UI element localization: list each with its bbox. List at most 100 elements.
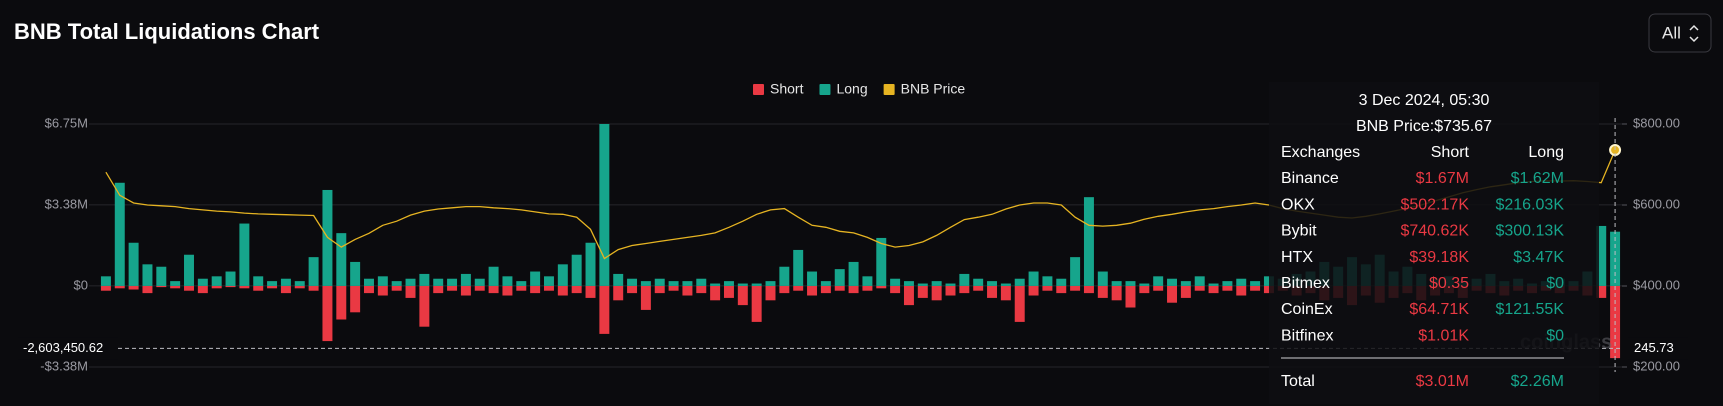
bar [225, 271, 236, 286]
bar [447, 285, 458, 291]
bar [1167, 278, 1178, 286]
bar [211, 276, 222, 286]
bar [128, 285, 139, 290]
bar [253, 285, 264, 291]
bar [737, 283, 748, 286]
bar [793, 285, 804, 291]
bar [1111, 285, 1122, 301]
tooltip-value: $0 [1546, 275, 1564, 292]
range-button-box[interactable] [1648, 13, 1712, 53]
bar [170, 285, 181, 289]
bar [571, 285, 582, 294]
y2-tick-label: $800.00 [1633, 115, 1680, 130]
bar [405, 285, 416, 298]
bar [239, 285, 250, 289]
bar [543, 285, 554, 291]
bar [1070, 257, 1081, 286]
bar [280, 278, 291, 286]
bar [793, 249, 804, 286]
bar [1263, 276, 1274, 286]
bar [530, 285, 541, 294]
bar [1596, 285, 1607, 298]
bar [834, 269, 845, 286]
tooltip-value: $300.13K [1495, 223, 1564, 240]
bar [308, 257, 319, 286]
bar [848, 285, 859, 294]
bar [890, 278, 901, 286]
tooltip-total: $3.01M [1416, 373, 1469, 390]
bar [987, 281, 998, 286]
bar [987, 285, 998, 298]
bar [488, 285, 499, 294]
bar [142, 264, 153, 286]
bar [1250, 281, 1261, 286]
bar [640, 281, 651, 286]
bar [1208, 285, 1219, 294]
bar [1139, 283, 1150, 286]
tooltip-value: $740.62K [1400, 223, 1469, 240]
bar [1000, 285, 1011, 301]
bar [903, 285, 914, 306]
crosshair-y2-label: 245.73 [1634, 340, 1674, 355]
bar [779, 285, 790, 294]
bar [419, 285, 430, 327]
bar [1014, 278, 1025, 286]
bar [336, 285, 347, 320]
tooltip: 3 Dec 2024, 05:30 BNB Price:$735.67 Exchan… [1269, 82, 1599, 404]
bar [197, 285, 208, 294]
tooltip-price: BNB Price:$735.67 [1356, 118, 1492, 135]
bar [710, 285, 721, 301]
tooltip-value: $64.71K [1409, 301, 1469, 318]
bar [945, 283, 956, 286]
bar [876, 237, 887, 286]
bar [433, 278, 444, 286]
bar [142, 285, 153, 294]
bar [460, 285, 471, 296]
bar [184, 254, 194, 286]
legend-label: Long [836, 81, 867, 97]
bar [696, 278, 707, 286]
bar [627, 285, 638, 294]
range-button-label[interactable]: All [1662, 23, 1681, 42]
bar [779, 266, 790, 286]
bar [807, 271, 818, 286]
bar [751, 283, 762, 286]
bar [668, 285, 679, 291]
bar [862, 285, 873, 291]
bar [682, 285, 693, 296]
bar [294, 281, 305, 286]
bar [364, 285, 374, 294]
tooltip-header: Long [1528, 144, 1564, 161]
bar [807, 285, 818, 296]
bar [640, 285, 651, 310]
bar [723, 285, 734, 298]
bar [1028, 285, 1039, 296]
bar [114, 182, 125, 286]
bar [1236, 285, 1247, 296]
bar [391, 285, 402, 291]
range-button[interactable]: All [1648, 13, 1712, 53]
bar [253, 276, 264, 286]
bar [267, 281, 278, 286]
tooltip-exchange: Bitmex [1281, 275, 1330, 292]
bar [654, 285, 665, 294]
bar [474, 278, 485, 286]
tooltip-exchange: Bitfinex [1281, 327, 1333, 344]
bar [156, 266, 167, 286]
bar [322, 285, 333, 342]
bar [1083, 197, 1094, 286]
bar [613, 285, 624, 301]
bar [599, 124, 610, 286]
bar [1250, 285, 1261, 291]
tooltip-value: $502.17K [1400, 196, 1469, 213]
bar [1222, 285, 1233, 291]
bar [723, 281, 734, 286]
bar [474, 285, 485, 291]
bar [211, 285, 222, 289]
bar [1236, 278, 1247, 286]
bar [433, 285, 444, 294]
bar [820, 281, 831, 286]
bar [1222, 281, 1233, 286]
bar [931, 285, 942, 301]
